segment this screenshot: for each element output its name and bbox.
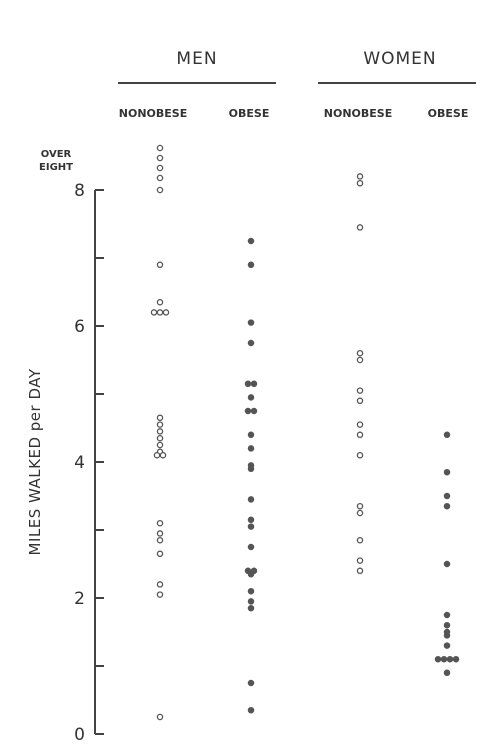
data-point	[443, 642, 451, 649]
data-point	[247, 598, 255, 605]
data-point	[156, 428, 164, 435]
data-point	[250, 407, 258, 415]
data-point-over-eight	[156, 144, 164, 152]
y-axis-title: MILES WALKED per DAY	[26, 368, 44, 555]
data-point	[356, 536, 364, 544]
data-point	[443, 611, 451, 619]
group-label-men: MEN	[176, 49, 217, 69]
y-axis: 0 2 4 6 8	[74, 181, 104, 745]
data-point-over-eight	[156, 174, 164, 182]
over-eight-label-line1: OVER	[41, 149, 72, 160]
group-label-women: WOMEN	[363, 49, 436, 69]
data-point	[247, 465, 255, 473]
data-point	[356, 451, 364, 459]
data-point	[156, 414, 164, 422]
data-point	[153, 451, 161, 459]
subgroup-label-women-obese: OBESE	[428, 107, 469, 120]
data-point	[150, 309, 158, 316]
data-point	[247, 431, 255, 439]
data-point	[443, 669, 451, 677]
data-point	[356, 173, 364, 180]
data-point	[156, 550, 164, 558]
data-point	[356, 502, 364, 510]
data-point	[356, 557, 364, 564]
data-point	[156, 713, 164, 721]
over-eight-label-line2: EIGHT	[39, 162, 73, 173]
data-point	[247, 706, 255, 714]
data-point	[156, 309, 164, 316]
data-point	[247, 604, 255, 612]
data-point	[156, 186, 164, 194]
data-point	[356, 567, 364, 575]
subgroup-label-men-nonobese: NONOBESE	[119, 107, 187, 120]
data-point	[156, 261, 164, 269]
data-point	[356, 179, 364, 187]
data-point-over-eight	[156, 164, 164, 172]
data-point	[443, 492, 451, 500]
data-point	[247, 570, 255, 578]
data-point	[356, 421, 364, 428]
data-point	[247, 445, 255, 452]
data-point	[156, 434, 164, 442]
data-point	[356, 509, 364, 517]
data-point	[247, 679, 255, 687]
data-point	[247, 523, 255, 530]
data-point	[434, 655, 442, 663]
data-point	[247, 496, 255, 503]
data-point	[247, 516, 255, 524]
subgroup-label-men-obese: OBESE	[229, 107, 270, 120]
data-points	[150, 144, 460, 721]
data-point	[247, 339, 255, 347]
data-point	[247, 237, 255, 245]
data-point	[156, 530, 164, 537]
y-tick-label: 0	[74, 725, 85, 745]
data-point	[356, 397, 364, 405]
data-point	[247, 261, 255, 269]
data-point-over-eight	[156, 154, 164, 162]
data-point	[443, 621, 451, 629]
data-point	[443, 632, 451, 639]
data-point	[156, 298, 164, 306]
data-point	[156, 591, 164, 598]
data-point	[244, 407, 252, 415]
data-point	[247, 587, 255, 595]
data-point	[244, 380, 252, 388]
data-point	[356, 431, 364, 439]
data-point	[443, 502, 451, 510]
data-point	[156, 581, 164, 588]
data-point	[156, 536, 164, 544]
y-tick-label: 4	[74, 453, 85, 473]
data-point	[443, 431, 451, 439]
data-point	[159, 451, 167, 459]
data-point	[443, 468, 451, 476]
data-point	[443, 560, 451, 568]
data-point	[247, 319, 255, 326]
y-tick-label: 2	[74, 589, 85, 609]
data-point	[446, 655, 454, 663]
y-tick-label: 6	[74, 317, 85, 337]
data-point	[440, 655, 448, 663]
data-point	[250, 380, 258, 388]
data-point	[162, 309, 170, 316]
data-point	[156, 421, 164, 428]
data-point	[247, 543, 255, 551]
y-tick-label: 8	[74, 181, 85, 201]
subgroup-label-women-nonobese: NONOBESE	[324, 107, 392, 120]
data-point	[356, 356, 364, 364]
data-point	[156, 441, 164, 449]
data-point	[356, 349, 364, 357]
data-point	[356, 224, 364, 231]
data-point	[247, 394, 255, 401]
data-point	[452, 655, 460, 663]
data-point	[156, 519, 164, 527]
data-point	[356, 387, 364, 394]
